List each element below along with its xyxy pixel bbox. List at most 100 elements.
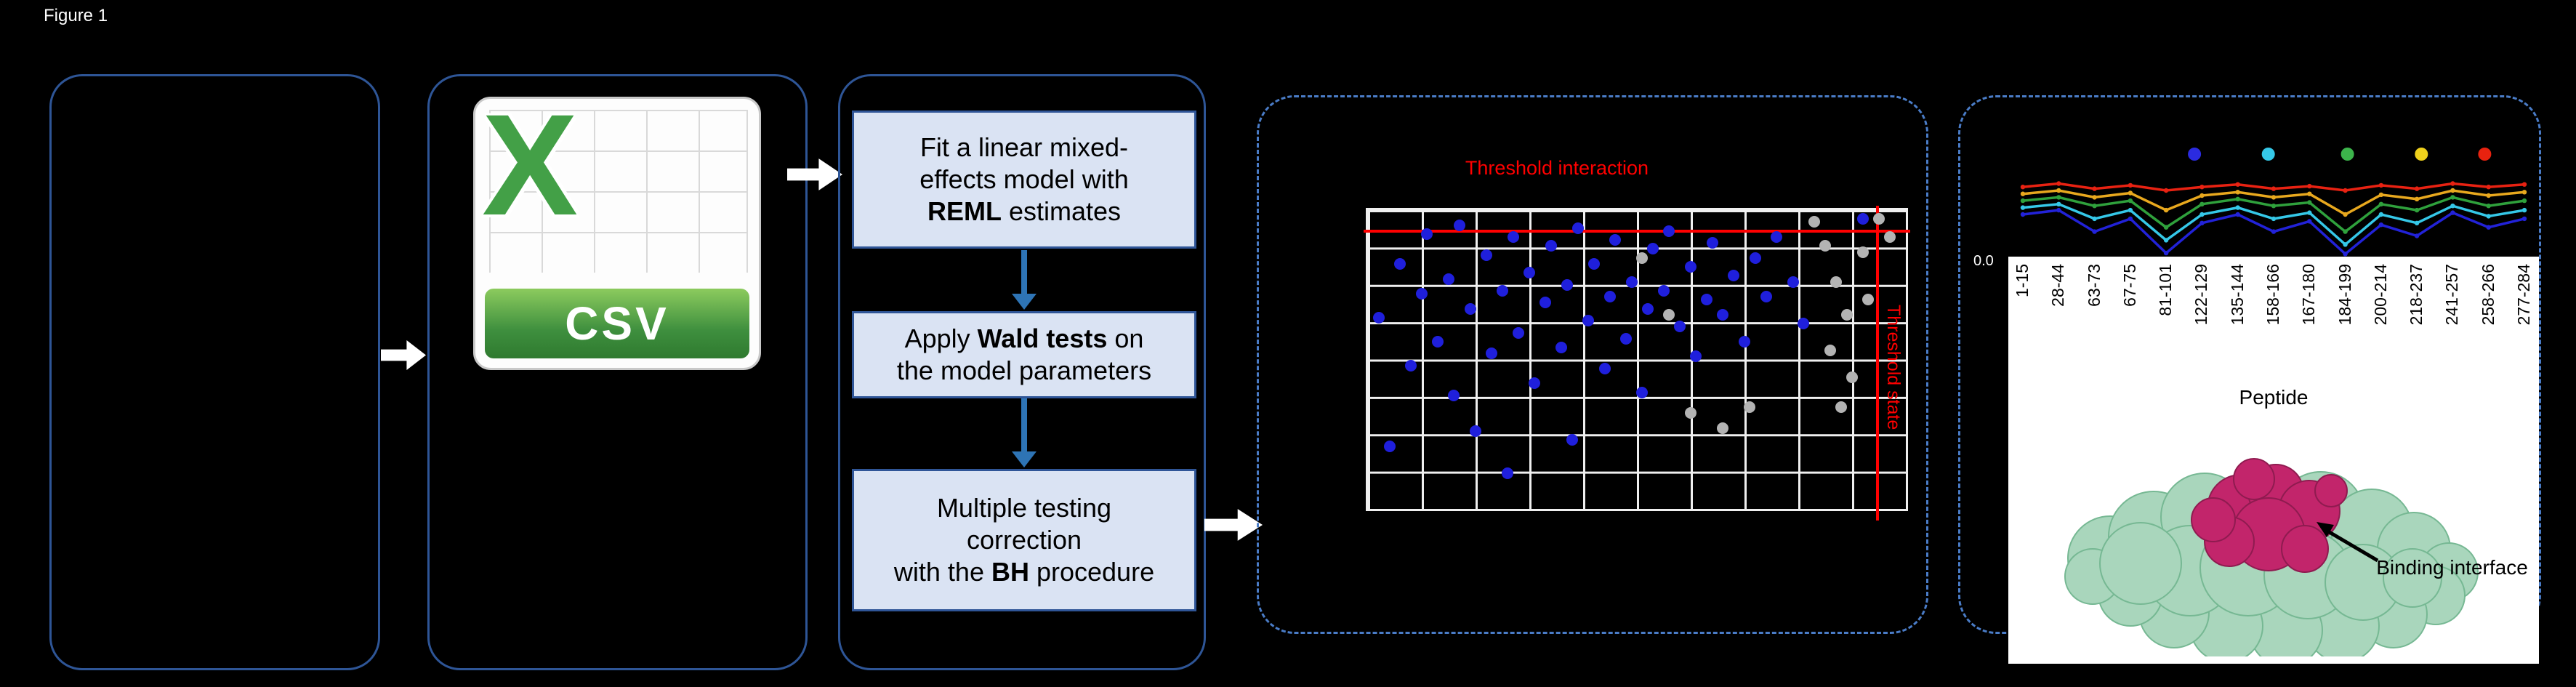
data-point (1443, 273, 1454, 285)
uptake-point (2307, 191, 2312, 196)
data-point (1609, 234, 1622, 246)
step-text: estimates (1001, 196, 1122, 226)
peptide-tick-label: 218-237 (2407, 264, 2426, 326)
step-text: procedure (1029, 556, 1155, 587)
uptake-point (2092, 195, 2097, 200)
peptide-tick-label: 277-284 (2514, 264, 2533, 326)
peptide-output-card: 1-15 28-44 63-73 67-75 81-101 122-129 135-144 1… (2008, 257, 2539, 664)
uptake-point (2128, 216, 2133, 222)
step-text: the model parameters (896, 355, 1152, 385)
uptake-point (2020, 191, 2026, 196)
panel-global-visualization: Threshold interaction Threshold state (1257, 95, 1928, 634)
uptake-point (2271, 216, 2277, 222)
csv-banner: CSV (485, 289, 749, 358)
panel-peptide-visualization: 0.0 1-15 28-44 63-73 67-75 81-101 122-129 135-… (1958, 95, 2541, 664)
uptake-point (2235, 212, 2240, 217)
uptake-point (2307, 200, 2312, 205)
data-point (1835, 401, 1848, 414)
step-text: on (1107, 324, 1144, 354)
uptake-point (2092, 186, 2097, 191)
flow-arrow-right-icon (1204, 509, 1263, 541)
threshold-interaction-line (1364, 229, 1910, 233)
y-axis-tick: 0.0 (1973, 253, 1994, 269)
flow-arrow-right-icon (787, 158, 842, 190)
peptide-tick-label: 241-257 (2442, 264, 2462, 326)
step-text: effects model with (919, 164, 1129, 195)
uptake-point (2414, 220, 2420, 225)
data-point (1798, 318, 1810, 330)
binding-site-blob (2233, 458, 2275, 500)
uptake-point (2378, 212, 2384, 217)
scatter-plot (1364, 206, 1910, 521)
uptake-point (2521, 182, 2527, 187)
uptake-point (2163, 207, 2169, 213)
uptake-point (2343, 212, 2348, 217)
legend-dot (2340, 148, 2354, 161)
step-text-bold: REML (927, 196, 1002, 226)
data-point (1808, 216, 1821, 228)
uptake-point (2163, 188, 2169, 193)
data-point (1856, 246, 1869, 258)
data-point (1524, 267, 1535, 279)
data-point (1873, 213, 1885, 225)
data-point (1690, 350, 1702, 363)
step-text: with the (893, 556, 991, 587)
data-point (1674, 321, 1686, 333)
uptake-point (2271, 204, 2277, 209)
data-point (1587, 257, 1600, 270)
uptake-point (2235, 190, 2240, 195)
peptide-tick-label: 122-129 (2191, 264, 2211, 326)
data-point (1636, 252, 1649, 264)
uptake-point (2128, 198, 2133, 204)
uptake-point (2414, 186, 2420, 191)
data-point (1464, 302, 1476, 315)
uptake-point (2486, 225, 2491, 230)
data-point (1830, 276, 1842, 288)
data-point (1846, 371, 1858, 384)
uptake-point (2343, 242, 2348, 247)
uptake-point (2271, 195, 2277, 200)
data-point (1486, 347, 1498, 360)
binding-site-blob (2314, 474, 2348, 507)
peptide-tick-label: 158-166 (2263, 264, 2282, 326)
step-fit-model: Fit a linear mixed- effects model with R… (852, 111, 1196, 249)
data-point (1604, 291, 1616, 303)
uptake-point (2056, 195, 2061, 200)
peptide-tick-label: 135-144 (2227, 264, 2247, 326)
data-point (1405, 359, 1417, 371)
uptake-point (2378, 192, 2384, 198)
uptake-point (2163, 225, 2169, 230)
protein-body-blob (2099, 522, 2182, 605)
step-text: correction (966, 525, 1082, 555)
data-point (1840, 308, 1853, 321)
step-wald-tests: Apply Wald tests on the model parameters (852, 311, 1196, 398)
peptide-tick-label: 63-73 (2084, 264, 2104, 307)
data-point (1760, 291, 1772, 303)
uptake-chart (2020, 148, 2527, 257)
data-point (1625, 276, 1638, 288)
data-point (1658, 284, 1670, 297)
data-point (1470, 425, 1481, 438)
panel-csv-file: X CSV (427, 74, 808, 670)
data-point (1856, 213, 1869, 225)
uptake-point (2343, 188, 2348, 193)
peptide-tick-label: 28-44 (2048, 264, 2068, 307)
uptake-point (2521, 198, 2527, 204)
data-point (1744, 401, 1756, 414)
uptake-point (2414, 207, 2420, 213)
uptake-point (2343, 252, 2348, 257)
peptide-tick-label: 67-75 (2120, 264, 2139, 307)
data-point (1421, 228, 1433, 240)
uptake-point (2450, 195, 2455, 200)
step-text: Fit a linear mixed- (919, 132, 1129, 163)
data-point (1539, 297, 1552, 309)
data-point (1862, 294, 1875, 306)
uptake-point (2092, 204, 2097, 209)
data-point (1641, 302, 1654, 315)
legend-dot (2478, 148, 2492, 161)
data-point (1739, 335, 1750, 347)
threshold-state-line (1876, 206, 1880, 521)
threshold-interaction-label: Threshold interaction (1465, 157, 1649, 179)
step-text-bold: BH (991, 556, 1029, 587)
uptake-point (2521, 207, 2527, 213)
